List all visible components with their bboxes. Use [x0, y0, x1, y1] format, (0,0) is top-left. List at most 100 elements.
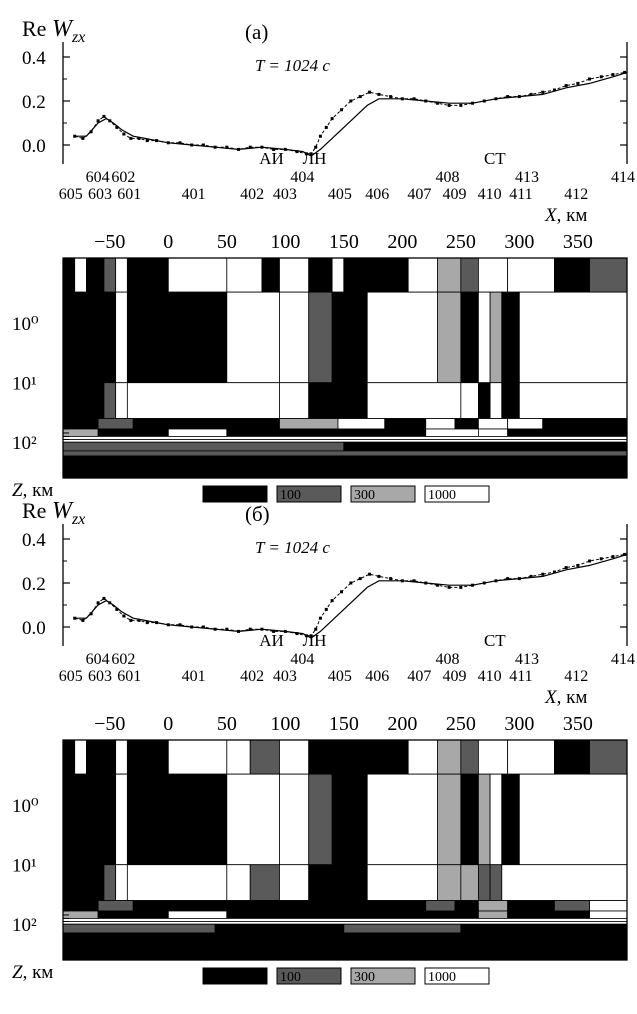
resistivity-block — [214, 923, 345, 934]
resistivity-block — [249, 739, 280, 775]
observed-point — [248, 627, 252, 631]
station-label: 605 — [59, 186, 83, 203]
station-label: 601 — [117, 668, 141, 685]
resistivity-block — [226, 291, 280, 384]
x-tick-label: 250 — [446, 231, 476, 253]
station-label: 409 — [443, 668, 467, 685]
resistivity-block — [477, 773, 491, 866]
observed-curve — [74, 71, 625, 155]
x-tick-label: 350 — [563, 231, 593, 253]
station-label: 411 — [509, 186, 532, 203]
resistivity-block — [74, 257, 87, 293]
model-curve — [74, 71, 628, 157]
observed-point — [318, 134, 322, 138]
resistivity-block — [542, 418, 628, 430]
station-label: 414 — [611, 169, 635, 186]
resistivity-block — [167, 428, 228, 437]
observed-point — [541, 572, 545, 576]
observed-point — [435, 583, 439, 587]
station-label: 407 — [407, 668, 431, 685]
observed-point — [517, 95, 521, 99]
legend-swatch — [424, 485, 490, 503]
resistivity-block — [407, 739, 438, 775]
resistivity-block — [86, 257, 105, 293]
resistivity-block — [343, 441, 628, 452]
x-tick-label: 150 — [329, 231, 359, 253]
resistivity-block — [437, 773, 462, 866]
observed-point — [190, 143, 194, 147]
resistivity-block — [554, 900, 590, 912]
legend-label: 30 — [206, 488, 220, 503]
resistivity-block — [308, 382, 368, 419]
panel-a: Re Wzx (а) T = 1024 с 0.4 0.2 0.0 АИ ЛН СТ 604 602… — [12, 16, 635, 503]
resistivity-block — [115, 291, 128, 384]
observed-point — [529, 574, 533, 578]
observed-point — [623, 552, 627, 556]
resistivity-block — [518, 773, 628, 866]
resistivity-block — [226, 428, 427, 437]
resistivity-block — [308, 257, 333, 293]
station-label: 413 — [515, 651, 539, 668]
x-label-symbol: X — [544, 205, 558, 226]
station-label: 402 — [240, 668, 264, 685]
resistivity-block — [343, 257, 409, 293]
resistivity-block — [460, 382, 479, 419]
observed-point — [295, 150, 299, 154]
resistivity-block — [279, 257, 310, 293]
station-label: 407 — [407, 186, 431, 203]
observed-point — [309, 152, 313, 156]
resistivity-block — [507, 910, 590, 919]
station-label: 401 — [182, 668, 206, 685]
observed-point — [482, 581, 486, 585]
station-label: 413 — [515, 169, 539, 186]
depth-tick-label: 10⁰ — [12, 796, 39, 817]
observed-curve — [74, 553, 625, 637]
resistivity-block — [261, 257, 280, 293]
resistivity-block — [460, 773, 479, 866]
observed-point — [122, 132, 126, 136]
z-axis-label: Z, км — [12, 962, 53, 983]
station-label: 605 — [59, 668, 83, 685]
observed-point — [517, 577, 521, 581]
station-label: 409 — [443, 186, 467, 203]
station-label: 405 — [328, 668, 352, 685]
z-label-symbol: Z — [12, 962, 23, 983]
resistivity-block — [437, 864, 462, 901]
observed-point — [552, 88, 556, 92]
station-label: 604 — [86, 169, 110, 186]
station-label: 412 — [564, 186, 588, 203]
legend-label: 30 — [206, 970, 220, 985]
resistivity-block — [518, 382, 628, 419]
observed-point — [166, 623, 170, 627]
observed-point — [564, 566, 568, 570]
resistivity-block — [74, 739, 87, 775]
resistivity-block — [366, 864, 438, 901]
resistivity-block — [384, 418, 427, 430]
observed-point — [412, 97, 416, 101]
observed-point — [115, 125, 119, 129]
resistivity-block — [331, 257, 345, 293]
z-label-unit: , км — [23, 962, 54, 983]
resistivity-block — [477, 382, 491, 419]
station-label: 410 — [478, 668, 502, 685]
observed-point — [155, 139, 159, 143]
resistivity-block — [366, 773, 438, 866]
resistivity-block — [589, 257, 628, 293]
legend-swatch — [350, 967, 416, 985]
resistivity-block — [226, 739, 251, 775]
observed-point — [81, 618, 85, 622]
observed-point — [611, 555, 615, 559]
resistivity-block — [489, 291, 503, 384]
station-label: 604 — [86, 651, 110, 668]
x-label-unit: , км — [557, 687, 588, 708]
observed-point — [349, 581, 353, 585]
resistivity-block — [226, 864, 251, 901]
observed-point — [129, 136, 133, 140]
region-label: ЛН — [303, 631, 327, 650]
observed-point — [506, 95, 510, 99]
observed-point — [89, 130, 93, 134]
resistivity-block — [477, 864, 491, 901]
legend-swatch — [202, 967, 268, 985]
observed-point — [506, 577, 510, 581]
